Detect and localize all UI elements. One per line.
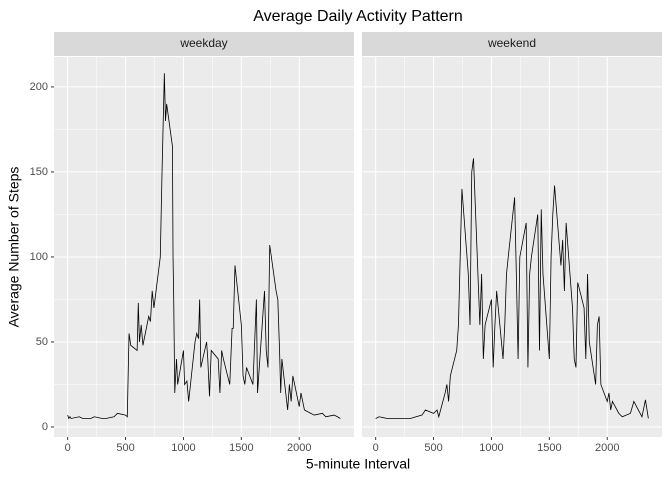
x-tick-label: 0	[65, 442, 71, 454]
strip	[54, 32, 354, 56]
panel	[54, 57, 354, 437]
panel	[362, 57, 662, 437]
strip-label: weekend	[487, 36, 536, 50]
strip-label: weekday	[179, 36, 227, 50]
y-tick-label: 50	[36, 336, 48, 348]
y-tick-label: 100	[30, 251, 48, 263]
strip	[362, 32, 662, 56]
y-axis-label: Average Number of Steps	[6, 167, 22, 328]
activity-line	[375, 158, 649, 419]
y-tick-label: 150	[30, 166, 48, 178]
chart-title: Average Daily Activity Pattern	[253, 8, 463, 25]
x-tick-label: 1000	[171, 442, 195, 454]
activity-line	[67, 73, 341, 420]
x-tick-label: 500	[116, 442, 134, 454]
x-tick-label: 2000	[595, 442, 619, 454]
x-tick-label: 1500	[537, 442, 561, 454]
x-tick-label: 1500	[229, 442, 253, 454]
x-axis-label: 5-minute Interval	[306, 456, 410, 472]
y-tick-label: 0	[42, 421, 48, 433]
y-tick-label: 200	[30, 81, 48, 93]
x-tick-label: 0	[373, 442, 379, 454]
x-tick-label: 500	[424, 442, 442, 454]
x-tick-label: 1000	[479, 442, 503, 454]
x-tick-label: 2000	[287, 442, 311, 454]
